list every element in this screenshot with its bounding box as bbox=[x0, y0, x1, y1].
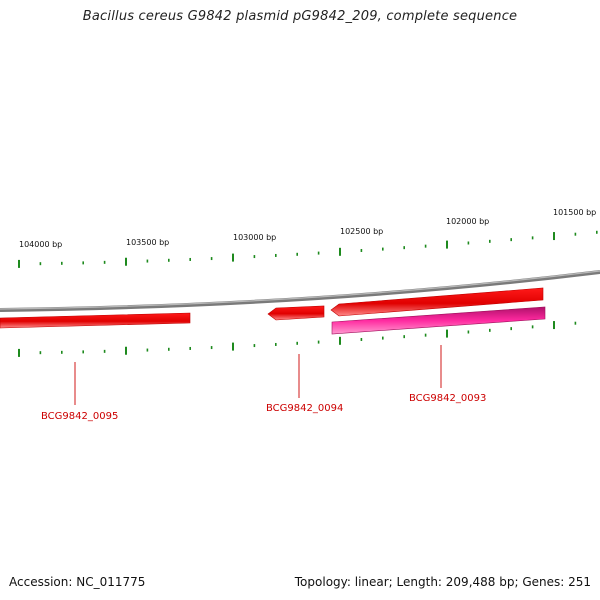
gene-feature-bcg9842-0093[interactable] bbox=[331, 306, 546, 335]
scale-ticks-bottom bbox=[18, 321, 577, 357]
scale-label-104000: 104000 bp bbox=[19, 240, 62, 249]
scale-label-102000: 102000 bp bbox=[446, 217, 489, 226]
scale-label-103000: 103000 bp bbox=[233, 233, 276, 242]
accession-label: Accession: NC_011775 bbox=[9, 575, 146, 589]
scale-labels: 104000 bp 103500 bp 103000 bp 102500 bp … bbox=[19, 208, 596, 249]
scale-label-102500: 102500 bp bbox=[340, 227, 383, 236]
scale-label-101500: 101500 bp bbox=[553, 208, 596, 217]
scale-label-103500: 103500 bp bbox=[126, 238, 169, 247]
gene-label-bcg9842-0095[interactable]: BCG9842_0095 bbox=[41, 411, 118, 422]
sequence-backbone bbox=[0, 270, 600, 312]
gene-feature-bcg9842-0093-upper[interactable] bbox=[330, 287, 544, 317]
scale-ticks-top bbox=[18, 230, 598, 268]
map-title: Bacillus cereus G9842 plasmid pG9842_209… bbox=[82, 9, 518, 24]
gene-feature-bcg9842-0094[interactable] bbox=[267, 305, 325, 321]
gene-feature-bcg9842-0095[interactable] bbox=[0, 312, 191, 329]
gene-label-bcg9842-0093[interactable]: BCG9842_0093 bbox=[409, 393, 486, 404]
gene-label-bcg9842-0094[interactable]: BCG9842_0094 bbox=[266, 403, 343, 414]
sequence-summary: Topology: linear; Length: 209,488 bp; Ge… bbox=[294, 575, 591, 589]
